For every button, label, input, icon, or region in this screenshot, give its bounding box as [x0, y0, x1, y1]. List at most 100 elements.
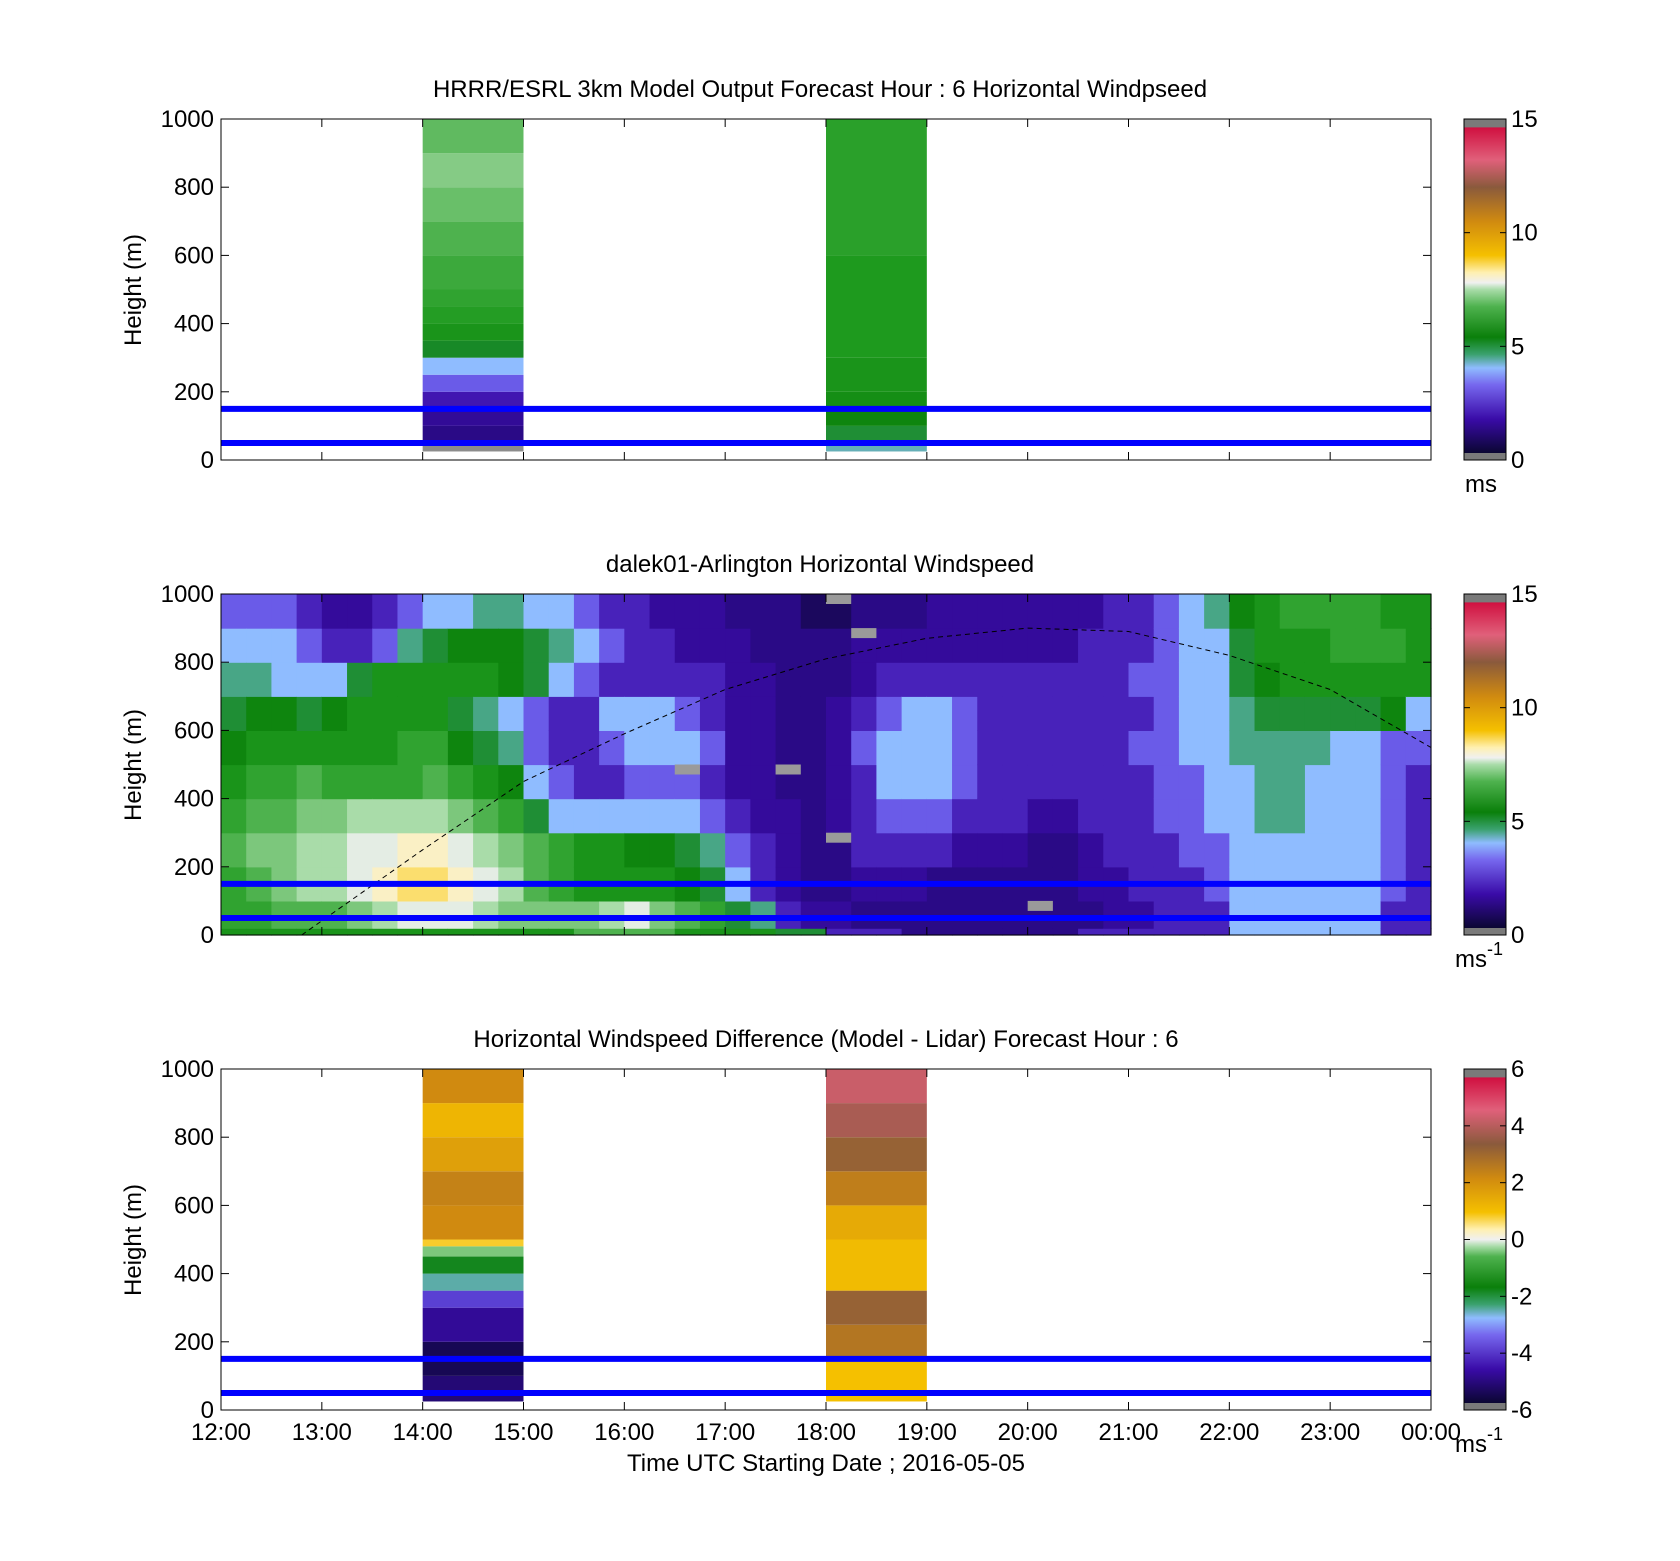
heatmap-cell — [977, 730, 1004, 766]
panel-lidar: dalek01-Arlington Horizontal Windspeed H… — [120, 551, 1538, 973]
heatmap-cell — [1153, 798, 1180, 834]
heatmap-cell — [246, 832, 273, 868]
y-tick-label: 0 — [201, 1397, 214, 1424]
heatmap-cell — [952, 696, 978, 731]
heatmap-cell — [473, 628, 499, 663]
heatmap-cell — [649, 764, 676, 800]
heatmap-cell — [901, 628, 928, 663]
heatmap-cell — [271, 928, 298, 936]
x-axis-label: Time UTC Starting Date ; 2016-05-05 — [627, 1450, 1025, 1477]
heatmap-cell — [1204, 628, 1230, 663]
heatmap-cell — [826, 1069, 927, 1104]
heatmap-cell — [1078, 696, 1104, 731]
heatmap-cell — [926, 764, 953, 800]
heatmap-cell — [851, 594, 878, 629]
heatmap-cell — [473, 696, 499, 731]
heatmap-cell — [271, 730, 298, 766]
heatmap-cell — [422, 1103, 524, 1138]
heatmap-cell — [775, 662, 802, 697]
heatmap-cell — [599, 696, 625, 731]
heatmap-cell — [851, 900, 878, 929]
heatmap-cell — [725, 730, 751, 766]
heatmap-cell — [1128, 900, 1155, 929]
heatmap-cell — [523, 764, 550, 800]
heatmap-cell — [1254, 798, 1281, 834]
panel-title: Horizontal Windspeed Difference (Model -… — [473, 1026, 1178, 1053]
heatmap-cell — [699, 594, 726, 629]
heatmap-cell — [800, 832, 827, 868]
heatmap-cell — [271, 696, 298, 731]
heatmap-cell — [1052, 662, 1079, 697]
heatmap-cell — [851, 764, 878, 800]
y-axis-label: Height (m) — [120, 1184, 147, 1296]
heatmap-cell — [876, 900, 903, 929]
y-tick-label: 600 — [174, 717, 214, 744]
heatmap-cell — [422, 1069, 524, 1104]
heatmap-cell — [296, 730, 323, 766]
heatmap-cell — [422, 662, 449, 697]
heatmap-cell — [1078, 764, 1104, 800]
heatmap-cell — [1254, 730, 1281, 766]
heatmap-cell — [271, 764, 298, 800]
heatmap-cell — [246, 900, 273, 929]
heatmap-cell — [901, 832, 928, 868]
heatmap-cell — [952, 764, 978, 800]
dashed-curve — [301, 627, 1432, 936]
heatmap-cell — [1279, 928, 1306, 936]
heatmap-cell — [1103, 662, 1130, 697]
heatmap-cell — [1380, 594, 1407, 629]
heatmap-cell — [422, 323, 524, 341]
heatmap-cell — [1330, 928, 1356, 936]
heatmap-cell — [699, 798, 726, 834]
heatmap-cell — [422, 374, 524, 392]
heatmap-cell — [901, 928, 928, 936]
heatmap-cell — [901, 662, 928, 697]
heatmap-cell — [1128, 662, 1155, 697]
heatmap-cell — [1355, 764, 1382, 800]
colorbar-ramp — [1463, 593, 1507, 936]
heatmap-cell — [321, 928, 348, 936]
heatmap-cell — [271, 662, 298, 697]
heatmap-cell — [473, 900, 499, 929]
heatmap-cell — [649, 594, 676, 629]
heatmap-cell — [1229, 798, 1256, 834]
heatmap-cell — [1153, 594, 1180, 629]
heatmap-cell — [1405, 696, 1432, 731]
y-tick-label: 800 — [174, 649, 214, 676]
heatmap-cell — [1052, 900, 1079, 929]
heatmap-cell — [826, 1324, 927, 1359]
heatmap-cell — [397, 764, 424, 800]
colorbar-tick-label: 2 — [1511, 1170, 1524, 1197]
heatmap-cell — [447, 730, 474, 766]
heatmap-cell — [498, 696, 525, 731]
colorbar-ramp — [1463, 118, 1507, 461]
heatmap-cell — [649, 628, 676, 663]
heatmap-cell — [1254, 696, 1281, 731]
heatmap-cell — [1380, 662, 1407, 697]
heatmap-cell — [926, 798, 953, 834]
heatmap-cell — [548, 730, 575, 766]
x-tick-label: 00:00 — [1401, 1419, 1461, 1446]
heatmap-cell — [447, 594, 474, 629]
heatmap-cell — [1103, 696, 1130, 731]
heatmap-cell — [1355, 900, 1382, 929]
heatmap-cell — [1078, 928, 1104, 936]
heatmap-cell — [1002, 730, 1029, 766]
heatmap-cell — [699, 662, 726, 697]
heatmap-cell — [699, 900, 726, 929]
heatmap-cell — [523, 594, 550, 629]
heatmap-cell — [1103, 928, 1130, 936]
heatmap-cell — [775, 832, 802, 868]
heatmap-cell — [1204, 594, 1230, 629]
heatmap-cell — [347, 900, 373, 929]
heatmap-cell — [422, 1171, 524, 1206]
heatmap-cell — [447, 900, 474, 929]
heatmap-cell — [347, 662, 373, 697]
heatmap-cell — [271, 628, 298, 663]
heatmap-cell — [473, 662, 499, 697]
heatmap-cell — [271, 594, 298, 629]
heatmap-cell — [422, 1307, 524, 1342]
heatmap-cell — [876, 928, 903, 936]
heatmap-cell — [1254, 662, 1281, 697]
heatmap-cell — [926, 696, 953, 731]
